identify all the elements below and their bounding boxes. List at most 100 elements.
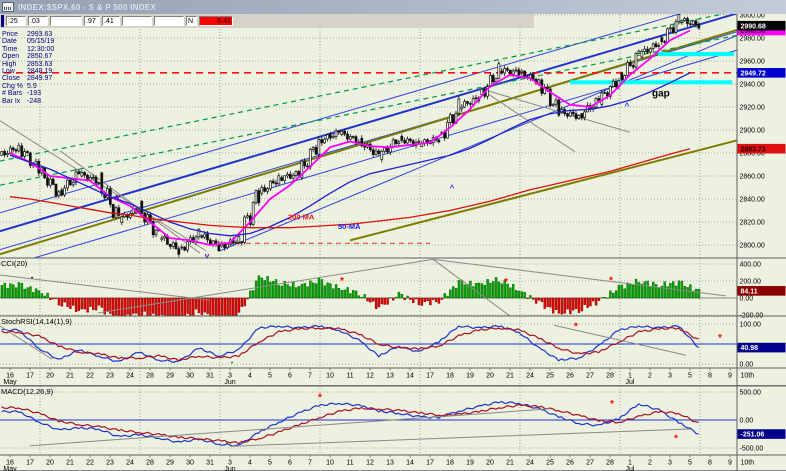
- macd-line: [1, 400, 699, 447]
- svg-text:17: 17: [426, 460, 434, 467]
- chart-canvas[interactable]: 2800.002820.002840.002860.002880.002900.…: [0, 14, 786, 471]
- macd-panel[interactable]: * * * •: [1, 392, 699, 447]
- svg-text:2840.00: 2840.00: [740, 196, 765, 203]
- svg-text:28: 28: [606, 373, 614, 380]
- window-title: INDEX:$SPX,60 - S & P 500 INDEX: [18, 2, 157, 12]
- svg-text:2940.00: 2940.00: [740, 81, 765, 88]
- fast-line: [1, 324, 699, 363]
- svg-text:2949.72: 2949.72: [741, 70, 766, 77]
- svg-text:14: 14: [406, 460, 414, 467]
- svg-text:31: 31: [206, 460, 214, 467]
- svg-text:200.00: 200.00: [740, 278, 762, 285]
- svg-text:21: 21: [506, 373, 514, 380]
- svg-text:2: 2: [648, 373, 652, 380]
- quote-cell-4: .97: [84, 16, 100, 26]
- svg-text:7: 7: [308, 460, 312, 467]
- svg-text:2820.00: 2820.00: [740, 219, 765, 226]
- axis-badge: 2949.72: [737, 68, 786, 78]
- svg-text:11: 11: [346, 373, 353, 380]
- svg-text:100.00: 100.00: [740, 321, 762, 328]
- quote-cell-7: [154, 16, 184, 26]
- svg-text:Jun: Jun: [224, 466, 235, 471]
- svg-text:-500.00: -500.00: [740, 445, 764, 452]
- svg-text:17: 17: [26, 373, 34, 380]
- svg-text:4: 4: [248, 373, 252, 380]
- svg-text:28: 28: [146, 373, 154, 380]
- svg-text:18: 18: [446, 460, 454, 467]
- svg-text:3: 3: [668, 373, 672, 380]
- stochrsi-panel[interactable]: * * •: [0, 322, 722, 367]
- svg-text:^: ^: [450, 183, 455, 192]
- svg-text:12: 12: [366, 373, 374, 380]
- svg-text:3000.00: 3000.00: [740, 14, 765, 19]
- svg-text:29: 29: [166, 373, 174, 380]
- svg-text:13: 13: [386, 460, 394, 467]
- svg-text:10: 10: [326, 373, 334, 380]
- svg-text:May: May: [3, 379, 17, 386]
- svg-text:4: 4: [248, 460, 252, 467]
- svg-text:28: 28: [146, 460, 154, 467]
- svg-text:10th: 10th: [741, 460, 755, 467]
- svg-text:16: 16: [6, 373, 14, 380]
- svg-text:20: 20: [46, 460, 54, 467]
- svg-text:-251.06: -251.06: [741, 432, 765, 439]
- svg-text:13: 13: [386, 373, 394, 380]
- svg-text:27: 27: [586, 373, 594, 380]
- candlesticks: [0, 14, 701, 258]
- quote-cell-9: -5.41: [199, 16, 233, 26]
- svg-text:*: *: [574, 322, 578, 333]
- svg-text:•: •: [226, 441, 228, 447]
- svg-text:•: •: [231, 361, 233, 367]
- svg-text:20: 20: [486, 373, 494, 380]
- cci-panel[interactable]: • * * * •: [0, 258, 727, 319]
- svg-text:19: 19: [466, 373, 474, 380]
- svg-text:^: ^: [625, 102, 630, 111]
- annotation-gap: gap: [652, 89, 670, 100]
- svg-text:3: 3: [228, 460, 232, 467]
- axis-badge: 2986.50: [737, 25, 786, 36]
- svg-text:26: 26: [566, 373, 574, 380]
- svg-text:*: *: [718, 333, 722, 344]
- signal-line: [1, 403, 699, 445]
- quote-cell-3: [50, 16, 82, 26]
- svg-text:2986.50: 2986.50: [741, 28, 766, 35]
- svg-text:40.98: 40.98: [741, 345, 759, 352]
- svg-text:21: 21: [506, 460, 514, 467]
- window-icon: [2, 2, 14, 12]
- toolbar-edge: [1, 15, 4, 27]
- svg-text:1: 1: [628, 373, 632, 380]
- svg-text:14: 14: [406, 373, 414, 380]
- svg-text:2900.00: 2900.00: [740, 127, 765, 134]
- svg-text:2960.00: 2960.00: [740, 58, 765, 65]
- svg-text:2980.00: 2980.00: [740, 35, 765, 42]
- svg-text:3: 3: [228, 373, 232, 380]
- svg-text:27: 27: [586, 460, 594, 467]
- svg-text:31: 31: [206, 373, 214, 380]
- annotation-50-MA: 50-MA: [338, 222, 361, 231]
- svg-text:20: 20: [46, 373, 54, 380]
- svg-text:2800.00: 2800.00: [740, 242, 765, 249]
- svg-text:9: 9: [728, 373, 732, 380]
- quote-cell-2: .03: [28, 16, 48, 26]
- price-panel[interactable]: gap 200 MA 50-MA v v ^ ^: [0, 14, 786, 268]
- axis-badge: 40.98: [737, 342, 786, 353]
- axis-badge: -251.06: [737, 429, 786, 439]
- svg-text:11: 11: [346, 460, 353, 467]
- svg-text:*: *: [318, 392, 322, 403]
- price-axis[interactable]: 2800.00 2820.00 2840.00 2860.00 2880.00 2900.…: [740, 14, 765, 452]
- svg-text:5: 5: [268, 460, 272, 467]
- svg-text:8: 8: [708, 460, 712, 467]
- quote-toolbar: .25.03 .97.41 N -5.41: [0, 14, 534, 28]
- svg-text:23: 23: [106, 460, 114, 467]
- svg-text:*: *: [674, 433, 678, 444]
- svg-text:24: 24: [526, 373, 534, 380]
- svg-text:2920.00: 2920.00: [740, 104, 765, 111]
- svg-text:*: *: [610, 399, 614, 410]
- svg-text:22: 22: [86, 373, 94, 380]
- svg-text:9: 9: [728, 460, 732, 467]
- svg-text:5: 5: [688, 373, 692, 380]
- ma-200-line: [9, 148, 691, 229]
- quote-cell-8: N: [186, 16, 197, 26]
- svg-text:30: 30: [186, 460, 194, 467]
- svg-text:400.00: 400.00: [740, 261, 762, 268]
